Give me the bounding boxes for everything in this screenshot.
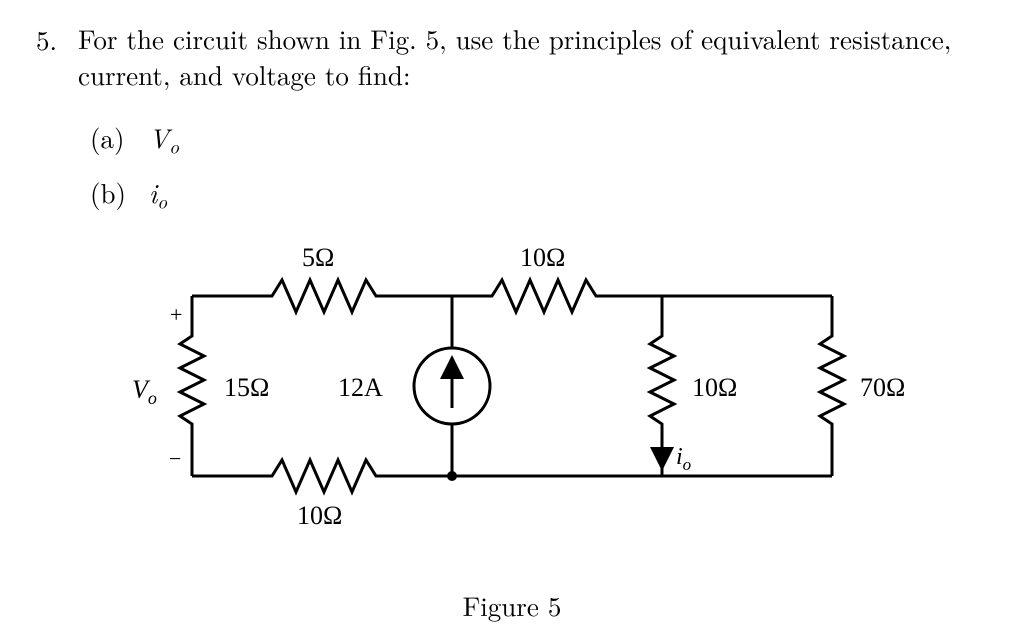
part-a: (a) Vo xyxy=(90,118,179,159)
r-top-left-label: 5Ω xyxy=(302,243,334,272)
right-branch-2 xyxy=(820,296,844,476)
io-sub: o xyxy=(683,455,692,474)
question-text: For the circuit shown in Fig. 5, use the… xyxy=(78,20,1012,93)
bottom-left-branch xyxy=(192,460,452,492)
part-a-label: (a) xyxy=(90,118,140,156)
circuit-svg: + − Vo 15Ω 5Ω 10Ω 10Ω xyxy=(132,226,912,566)
vo-label: Vo xyxy=(132,375,157,408)
r-bottom-label: 10Ω xyxy=(297,501,342,530)
top-right-branch xyxy=(452,280,662,312)
part-b: (b) io xyxy=(90,173,179,214)
left-branch xyxy=(180,296,204,476)
r-top-right-label: 10Ω xyxy=(520,243,565,272)
r-right2-label: 70Ω xyxy=(860,373,905,402)
current-source xyxy=(414,296,490,476)
question-line1: For the circuit shown in Fig. 5, use the… xyxy=(78,19,951,57)
vo-minus: − xyxy=(169,446,181,471)
circuit-figure: + − Vo 15Ω 5Ω 10Ω 10Ω xyxy=(132,226,912,566)
io-label: io xyxy=(676,444,691,474)
question-line2: current, and voltage to find: xyxy=(78,55,410,93)
question-parts: (a) Vo (b) io xyxy=(90,118,179,229)
part-a-sym-sub: o xyxy=(169,131,179,159)
part-b-sym-sub: o xyxy=(157,187,167,215)
figure-caption: Figure 5 xyxy=(0,586,1024,624)
page: 5. For the circuit shown in Fig. 5, use … xyxy=(0,0,1024,637)
io-main: i xyxy=(676,444,683,470)
r-right1-label: 10Ω xyxy=(692,373,737,402)
source-label: 12A xyxy=(338,373,383,402)
r-left-label: 15Ω xyxy=(224,373,269,402)
part-a-symbol: Vo xyxy=(149,118,179,156)
vo-sub: o xyxy=(148,388,157,408)
top-left-branch xyxy=(192,280,452,312)
question-number: 5. xyxy=(36,20,57,58)
part-a-sym-main: V xyxy=(149,118,169,156)
part-b-label: (b) xyxy=(90,173,140,211)
vo-plus: + xyxy=(170,302,182,327)
part-b-symbol: io xyxy=(149,173,167,211)
